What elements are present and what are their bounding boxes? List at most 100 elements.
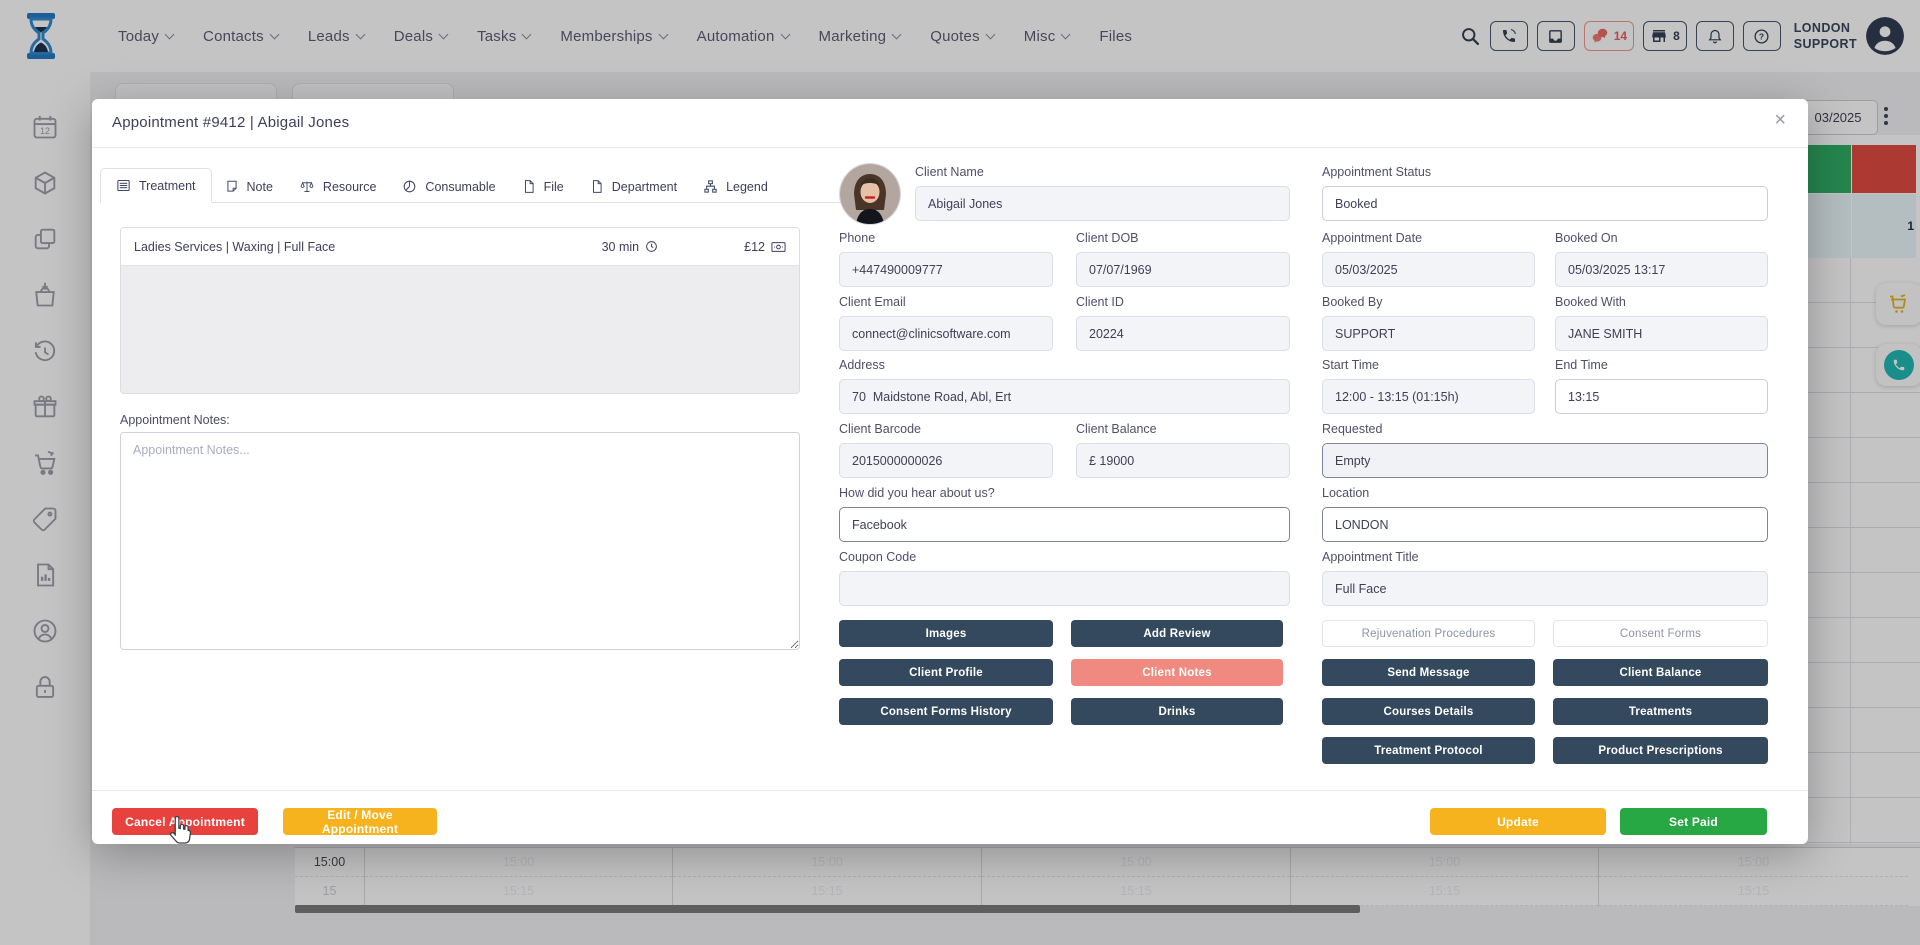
courses-details-button[interactable]: Courses Details bbox=[1322, 698, 1535, 725]
time-slot[interactable]: 15:00 bbox=[1599, 848, 1908, 877]
treatment-row[interactable]: Ladies Services | Waxing | Full Face 30 … bbox=[121, 228, 799, 266]
calendar-column[interactable]: 15:00 15:15 bbox=[1599, 848, 1908, 906]
tab-resource[interactable]: Resource bbox=[286, 171, 390, 202]
time-slot[interactable]: 15:00 bbox=[673, 848, 981, 877]
tab-note[interactable]: Note bbox=[212, 171, 286, 202]
hear-about-select[interactable] bbox=[839, 507, 1290, 542]
pos-button[interactable]: 8 bbox=[1643, 21, 1687, 51]
tab-consumable[interactable]: Consumable bbox=[389, 171, 508, 202]
coupon-input[interactable] bbox=[839, 571, 1290, 606]
treatments-button[interactable]: Treatments bbox=[1553, 698, 1768, 725]
email-input[interactable] bbox=[839, 316, 1053, 351]
tab-file[interactable]: File bbox=[509, 171, 577, 202]
sidebar-item-duplicates[interactable] bbox=[31, 225, 59, 253]
close-icon[interactable]: × bbox=[1774, 109, 1786, 131]
phone-button[interactable] bbox=[1489, 21, 1528, 51]
requested-select[interactable] bbox=[1322, 443, 1768, 478]
client-balance-button[interactable]: Client Balance bbox=[1553, 659, 1768, 686]
sidebar-item-shop[interactable] bbox=[31, 449, 59, 477]
app-logo[interactable] bbox=[24, 12, 58, 60]
notifications-button[interactable] bbox=[1695, 21, 1734, 51]
images-button[interactable]: Images bbox=[839, 620, 1053, 647]
client-id-input[interactable] bbox=[1076, 316, 1290, 351]
calendar-event-green[interactable] bbox=[1808, 145, 1851, 193]
appointment-notes-textarea[interactable] bbox=[120, 432, 800, 650]
sidebar-item-history[interactable] bbox=[31, 337, 59, 365]
sidebar-item-diary[interactable]: 12 bbox=[31, 113, 59, 141]
left-sidebar: 12 bbox=[0, 72, 90, 945]
inbox-button[interactable] bbox=[1536, 21, 1575, 51]
consent-forms-history-button[interactable]: Consent Forms History bbox=[839, 698, 1053, 725]
appointment-title-input[interactable] bbox=[1322, 571, 1768, 606]
requested-label: Requested bbox=[1322, 422, 1383, 436]
booked-by-input[interactable] bbox=[1322, 316, 1535, 351]
client-name-input[interactable] bbox=[915, 186, 1290, 221]
calendar-event-teal[interactable] bbox=[1808, 194, 1851, 258]
horizontal-scrollbar[interactable] bbox=[295, 905, 1360, 913]
nav-today[interactable]: Today bbox=[118, 28, 175, 45]
address-input[interactable] bbox=[839, 379, 1290, 414]
calendar-event-red[interactable] bbox=[1852, 145, 1916, 193]
sidebar-item-reports[interactable] bbox=[31, 561, 59, 589]
kebab-menu-icon[interactable] bbox=[1884, 107, 1888, 125]
date-picker-input[interactable]: 03/2025 bbox=[1798, 100, 1878, 135]
sidebar-item-clients[interactable] bbox=[31, 617, 59, 645]
sidebar-item-security[interactable] bbox=[31, 673, 59, 701]
calendar-column[interactable]: 15:00 15:15 bbox=[1291, 848, 1599, 906]
sidebar-item-gift[interactable] bbox=[31, 393, 59, 421]
tab-treatment[interactable]: Treatment bbox=[100, 168, 212, 203]
time-slot[interactable]: 15:00 bbox=[982, 848, 1290, 877]
phone-input[interactable] bbox=[839, 252, 1053, 287]
time-slot[interactable]: 15:00 bbox=[1291, 848, 1598, 877]
consent-forms-button[interactable]: Consent Forms bbox=[1553, 620, 1768, 647]
help-button[interactable]: ? bbox=[1742, 21, 1781, 51]
set-paid-button[interactable]: Set Paid bbox=[1620, 808, 1767, 835]
sidebar-item-products[interactable] bbox=[31, 169, 59, 197]
nav-memberships[interactable]: Memberships bbox=[560, 28, 669, 45]
client-notes-button[interactable]: Client Notes bbox=[1071, 659, 1283, 686]
chat-button[interactable]: 14 bbox=[1583, 21, 1635, 51]
call-button[interactable] bbox=[1876, 344, 1920, 386]
product-prescriptions-button[interactable]: Product Prescriptions bbox=[1553, 737, 1768, 764]
booked-on-input[interactable] bbox=[1555, 252, 1768, 287]
balance-input[interactable] bbox=[1076, 443, 1290, 478]
nav-automation[interactable]: Automation bbox=[697, 28, 790, 45]
booked-with-input[interactable] bbox=[1555, 316, 1768, 351]
tab-legend[interactable]: Legend bbox=[690, 171, 781, 202]
calendar-event-teal[interactable]: 1 bbox=[1852, 194, 1916, 258]
nav-tasks[interactable]: Tasks bbox=[477, 28, 532, 45]
dob-input[interactable] bbox=[1076, 252, 1290, 287]
client-photo[interactable] bbox=[839, 163, 901, 225]
sidebar-item-vouchers[interactable] bbox=[31, 505, 59, 533]
barcode-input[interactable] bbox=[839, 443, 1053, 478]
add-review-button[interactable]: Add Review bbox=[1071, 620, 1283, 647]
nav-deals[interactable]: Deals bbox=[394, 28, 449, 45]
start-time-input[interactable] bbox=[1322, 379, 1535, 414]
drinks-button[interactable]: Drinks bbox=[1071, 698, 1283, 725]
nav-misc[interactable]: Misc bbox=[1024, 28, 1071, 45]
nav-marketing[interactable]: Marketing bbox=[819, 28, 902, 45]
cancel-appointment-button[interactable]: Cancel Appointment bbox=[112, 808, 258, 835]
edit-move-appointment-button[interactable]: Edit / Move Appointment bbox=[283, 808, 437, 836]
tab-department[interactable]: Department bbox=[577, 171, 690, 202]
sidebar-item-orders[interactable] bbox=[31, 281, 59, 309]
appointment-date-input[interactable] bbox=[1322, 252, 1535, 287]
update-button[interactable]: Update bbox=[1430, 808, 1606, 835]
end-time-input[interactable] bbox=[1555, 379, 1768, 414]
nav-quotes[interactable]: Quotes bbox=[930, 28, 996, 45]
time-slot[interactable]: 15:15 bbox=[1599, 877, 1908, 906]
status-select[interactable] bbox=[1322, 186, 1768, 221]
time-slot[interactable]: 15:00 bbox=[365, 848, 672, 877]
send-message-button[interactable]: Send Message bbox=[1322, 659, 1535, 686]
user-avatar[interactable] bbox=[1866, 17, 1904, 55]
client-profile-button[interactable]: Client Profile bbox=[839, 659, 1053, 686]
quick-sale-button[interactable] bbox=[1876, 283, 1920, 325]
location-select[interactable] bbox=[1322, 507, 1768, 542]
nav-contacts[interactable]: Contacts bbox=[203, 28, 280, 45]
nav-leads[interactable]: Leads bbox=[308, 28, 366, 45]
time-slot[interactable]: 15:15 bbox=[1291, 877, 1598, 906]
treatment-protocol-button[interactable]: Treatment Protocol bbox=[1322, 737, 1535, 764]
search-icon[interactable] bbox=[1460, 26, 1481, 47]
rejuvenation-procedures-button[interactable]: Rejuvenation Procedures bbox=[1322, 620, 1535, 647]
nav-files[interactable]: Files bbox=[1099, 28, 1132, 45]
